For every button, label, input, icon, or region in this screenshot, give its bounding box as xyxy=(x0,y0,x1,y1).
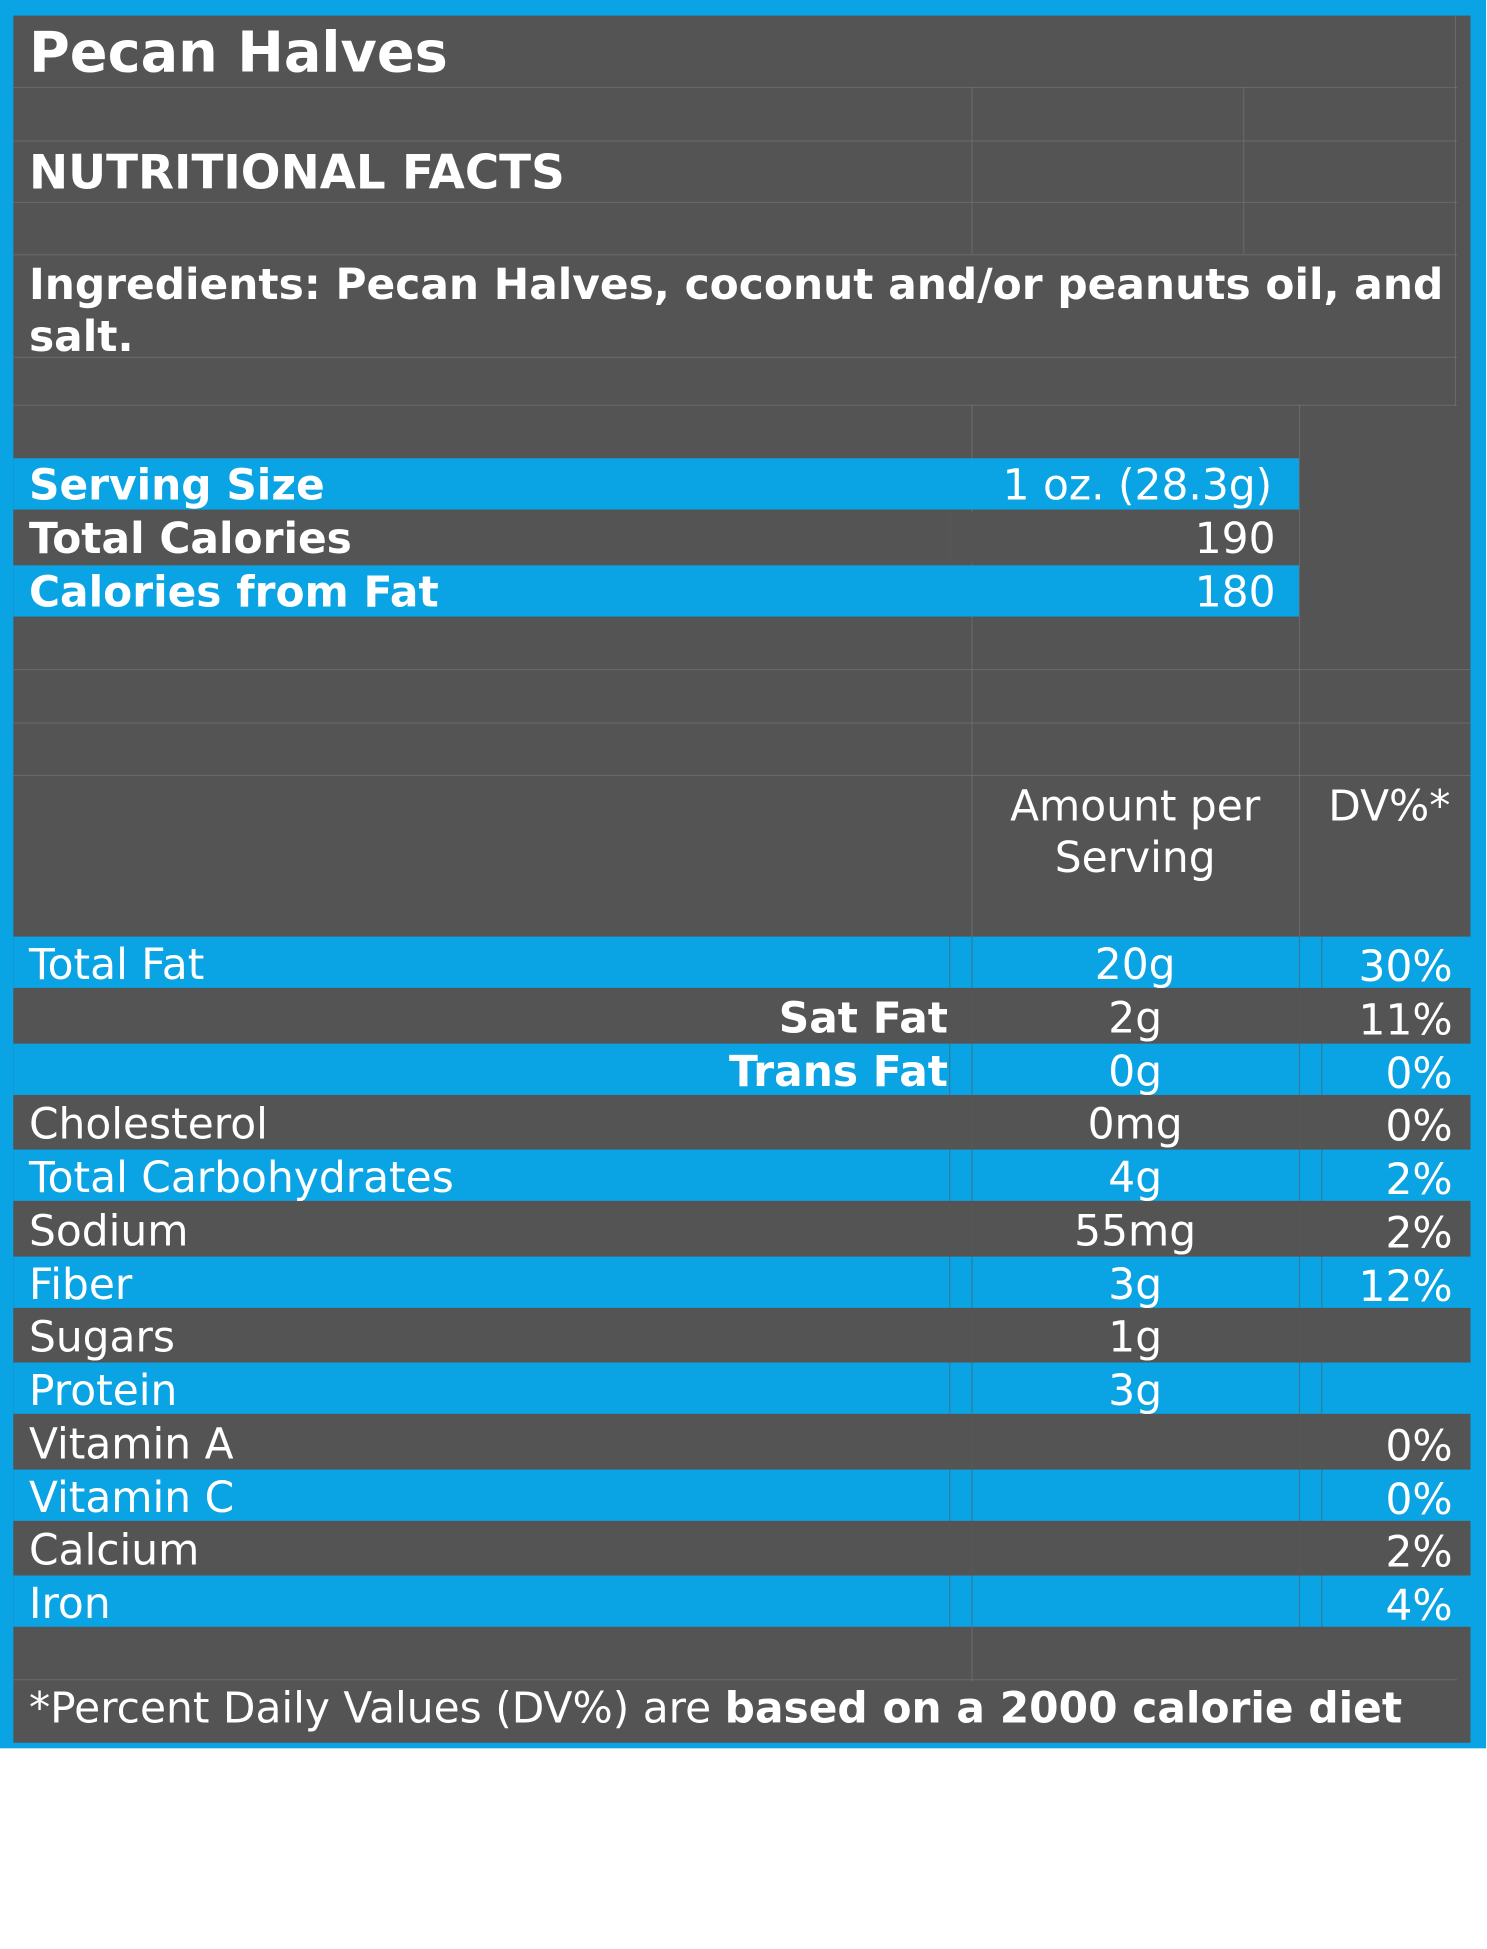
nutrient-dv: 0% xyxy=(1385,1049,1453,1099)
nutrient-name: Sugars xyxy=(28,1312,175,1362)
dv-header: DV%* xyxy=(1328,781,1451,831)
serving-size-row xyxy=(13,458,1299,510)
nutrient-dv: 12% xyxy=(1358,1262,1453,1312)
calories-from-fat-row xyxy=(13,565,1299,617)
ingredients-line-2: salt. xyxy=(28,312,134,362)
nutrient-row xyxy=(13,1149,1471,1201)
nutrient-row xyxy=(13,990,1471,1042)
nutrient-row xyxy=(13,1575,1471,1627)
nutrient-name: Iron xyxy=(28,1578,111,1628)
nutrient-name: Fiber xyxy=(28,1259,133,1310)
nutrient-amount: 3g xyxy=(1108,1365,1163,1415)
nutrient-name: Protein xyxy=(28,1365,178,1415)
nutrient-row xyxy=(13,1043,1471,1095)
nutrient-amount: 20g xyxy=(1094,939,1176,990)
calories-from-fat-value: 180 xyxy=(1194,567,1276,617)
nutrient-name: Trans Fat xyxy=(729,1046,949,1097)
serving-size-value: 1 oz. (28.3g) xyxy=(1002,460,1273,510)
nutrient-row xyxy=(13,1096,1471,1148)
section-heading: NUTRITIONAL FACTS xyxy=(28,144,565,200)
total-calories-row xyxy=(13,511,1299,564)
nutrient-row xyxy=(13,1309,1471,1361)
nutrient-amount: 55mg xyxy=(1074,1206,1197,1256)
nutrient-name: Sat Fat xyxy=(778,993,949,1043)
nutrient-name: Vitamin A xyxy=(28,1419,234,1469)
nutrient-amount: 2g xyxy=(1108,993,1163,1043)
nutrient-amount: 4g xyxy=(1108,1152,1163,1202)
nutrient-name: Vitamin C xyxy=(28,1472,235,1522)
total-calories-label: Total Calories xyxy=(28,514,352,564)
total-calories-value: 190 xyxy=(1194,514,1276,564)
nutrient-dv: 0% xyxy=(1385,1475,1453,1525)
nutrient-name: Calcium xyxy=(28,1525,200,1575)
nutrient-dv: 2% xyxy=(1385,1208,1453,1258)
nutrient-dv: 2% xyxy=(1385,1527,1453,1577)
nutrient-dv: 0% xyxy=(1385,1101,1453,1151)
serving-size-label: Serving Size xyxy=(28,460,325,510)
nutrient-amount: 0g xyxy=(1108,1046,1163,1097)
nutrient-name: Total Fat xyxy=(28,939,205,990)
nutrient-dv: 2% xyxy=(1385,1155,1453,1205)
footnote-bold: based on a 2000 calorie diet xyxy=(724,1683,1403,1733)
calories-from-fat-label: Calories from Fat xyxy=(28,567,439,617)
nutrient-amount: 1g xyxy=(1108,1312,1163,1362)
amount-header-line-1: Amount per xyxy=(1010,781,1261,831)
ingredients-line-1: Ingredients: Pecan Halves, coconut and/o… xyxy=(28,259,1444,309)
nutrient-name: Sodium xyxy=(28,1206,189,1256)
product-title: Pecan Halves xyxy=(28,20,448,85)
nutrient-row xyxy=(13,1203,1471,1255)
nutrient-amount: 0mg xyxy=(1087,1099,1183,1149)
nutrient-dv: 4% xyxy=(1385,1581,1453,1631)
nutrient-row xyxy=(13,1256,1471,1308)
amount-header-line-2: Serving xyxy=(1054,832,1216,882)
nutrient-row xyxy=(13,1416,1471,1468)
nutrient-dv: 0% xyxy=(1385,1421,1453,1471)
nutrient-row xyxy=(13,1469,1471,1521)
nutrient-row xyxy=(13,936,1471,988)
footnote-normal: *Percent Daily Values (DV%) are xyxy=(28,1683,725,1733)
nutrient-dv: 30% xyxy=(1358,942,1453,992)
nutrient-dv: 11% xyxy=(1358,995,1453,1045)
nutrient-row xyxy=(13,1362,1471,1414)
nutrient-name: Cholesterol xyxy=(28,1099,268,1149)
nutrient-row xyxy=(13,1521,1471,1574)
nutrient-name: Total Carbohydrates xyxy=(28,1152,454,1202)
footnote: *Percent Daily Values (DV%) are based on… xyxy=(29,1687,1402,1729)
nutrient-amount: 3g xyxy=(1108,1259,1163,1310)
